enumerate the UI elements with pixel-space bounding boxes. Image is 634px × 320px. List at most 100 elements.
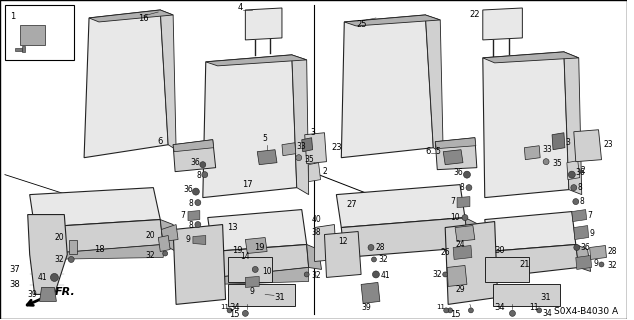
Text: 32: 32	[146, 251, 155, 260]
Polygon shape	[524, 146, 540, 160]
Polygon shape	[245, 276, 259, 287]
Polygon shape	[245, 8, 282, 40]
Polygon shape	[457, 196, 470, 208]
Text: 8: 8	[579, 197, 585, 206]
Text: 5: 5	[436, 147, 440, 156]
Circle shape	[68, 256, 74, 262]
Polygon shape	[445, 221, 498, 304]
Text: 7: 7	[450, 197, 455, 206]
Text: 12: 12	[339, 237, 348, 246]
Text: 24: 24	[455, 240, 465, 249]
Text: 36: 36	[190, 158, 200, 167]
Polygon shape	[344, 15, 440, 26]
Text: 9: 9	[185, 235, 190, 244]
Polygon shape	[443, 150, 463, 165]
Polygon shape	[35, 220, 163, 254]
Polygon shape	[341, 15, 433, 158]
Circle shape	[304, 272, 309, 277]
Text: 32: 32	[378, 255, 387, 264]
Polygon shape	[436, 138, 477, 170]
Text: 8: 8	[196, 171, 201, 180]
Text: 14: 14	[240, 252, 250, 261]
Text: 15: 15	[230, 310, 240, 319]
Text: 38: 38	[9, 280, 20, 289]
Circle shape	[372, 257, 377, 262]
Text: 10: 10	[262, 267, 272, 276]
Text: 17: 17	[242, 180, 252, 189]
Polygon shape	[84, 10, 168, 158]
Polygon shape	[160, 10, 176, 150]
Circle shape	[368, 244, 374, 251]
Text: 36: 36	[183, 185, 193, 194]
Text: 4: 4	[237, 4, 242, 12]
Circle shape	[296, 155, 302, 161]
Text: 36: 36	[453, 168, 463, 177]
Text: 31: 31	[274, 293, 285, 302]
Text: 19: 19	[254, 243, 264, 252]
Circle shape	[469, 308, 474, 313]
Circle shape	[242, 310, 249, 316]
Polygon shape	[455, 226, 475, 242]
Polygon shape	[173, 225, 226, 304]
Polygon shape	[564, 52, 582, 195]
Polygon shape	[552, 133, 565, 150]
Text: 7: 7	[588, 211, 593, 220]
Circle shape	[573, 199, 579, 204]
Bar	[228, 284, 295, 306]
Polygon shape	[30, 188, 160, 228]
Text: 27: 27	[346, 200, 357, 209]
Polygon shape	[576, 244, 591, 271]
Text: 34: 34	[230, 303, 240, 312]
Circle shape	[373, 271, 379, 278]
Polygon shape	[489, 244, 579, 277]
Text: 20: 20	[55, 233, 64, 242]
Polygon shape	[325, 232, 361, 277]
Polygon shape	[302, 138, 313, 152]
Polygon shape	[465, 218, 480, 252]
Text: 19: 19	[232, 246, 243, 255]
Circle shape	[443, 272, 448, 277]
Circle shape	[195, 221, 201, 228]
Text: 8: 8	[188, 221, 193, 230]
Polygon shape	[257, 150, 277, 165]
Text: 6: 6	[425, 147, 430, 156]
Polygon shape	[188, 211, 200, 220]
Polygon shape	[482, 52, 569, 197]
Text: 35: 35	[552, 159, 562, 168]
Polygon shape	[482, 8, 522, 40]
Text: 1: 1	[10, 12, 15, 21]
Polygon shape	[337, 185, 465, 228]
Text: S0X4-B4030 A: S0X4-B4030 A	[554, 307, 618, 316]
Text: 33: 33	[542, 145, 552, 154]
Polygon shape	[425, 15, 443, 155]
Text: 23: 23	[332, 143, 342, 152]
Text: 9: 9	[250, 287, 255, 296]
Polygon shape	[212, 244, 309, 277]
Polygon shape	[292, 55, 309, 195]
Polygon shape	[15, 48, 22, 51]
Text: 16: 16	[138, 14, 149, 23]
Polygon shape	[216, 268, 309, 284]
Text: 36: 36	[581, 243, 590, 252]
Polygon shape	[206, 55, 307, 66]
Circle shape	[599, 262, 604, 267]
Polygon shape	[574, 130, 602, 162]
Polygon shape	[307, 244, 321, 269]
Polygon shape	[208, 210, 307, 252]
Text: 32: 32	[312, 271, 321, 280]
Polygon shape	[89, 10, 173, 22]
Text: 26: 26	[441, 248, 450, 257]
Polygon shape	[160, 220, 176, 252]
Bar	[493, 284, 560, 306]
Polygon shape	[158, 236, 170, 252]
Text: 6: 6	[158, 137, 163, 146]
Circle shape	[574, 244, 579, 251]
Polygon shape	[361, 283, 380, 303]
Text: 41: 41	[38, 273, 48, 282]
Text: 8: 8	[188, 199, 193, 208]
Circle shape	[463, 171, 470, 178]
Bar	[228, 258, 272, 283]
Text: 34: 34	[495, 303, 505, 312]
Circle shape	[193, 188, 199, 195]
Text: 7: 7	[180, 211, 185, 220]
